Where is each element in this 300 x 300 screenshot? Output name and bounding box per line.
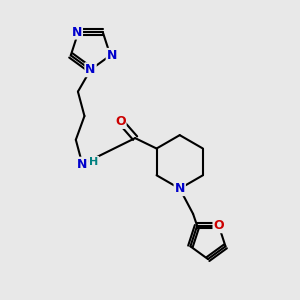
Text: N: N bbox=[106, 49, 117, 62]
Text: N: N bbox=[72, 26, 82, 39]
Text: N: N bbox=[77, 158, 88, 171]
Text: O: O bbox=[214, 219, 224, 232]
Text: N: N bbox=[175, 182, 185, 195]
Text: H: H bbox=[89, 157, 98, 167]
Text: O: O bbox=[115, 115, 126, 128]
Text: N: N bbox=[85, 63, 96, 76]
